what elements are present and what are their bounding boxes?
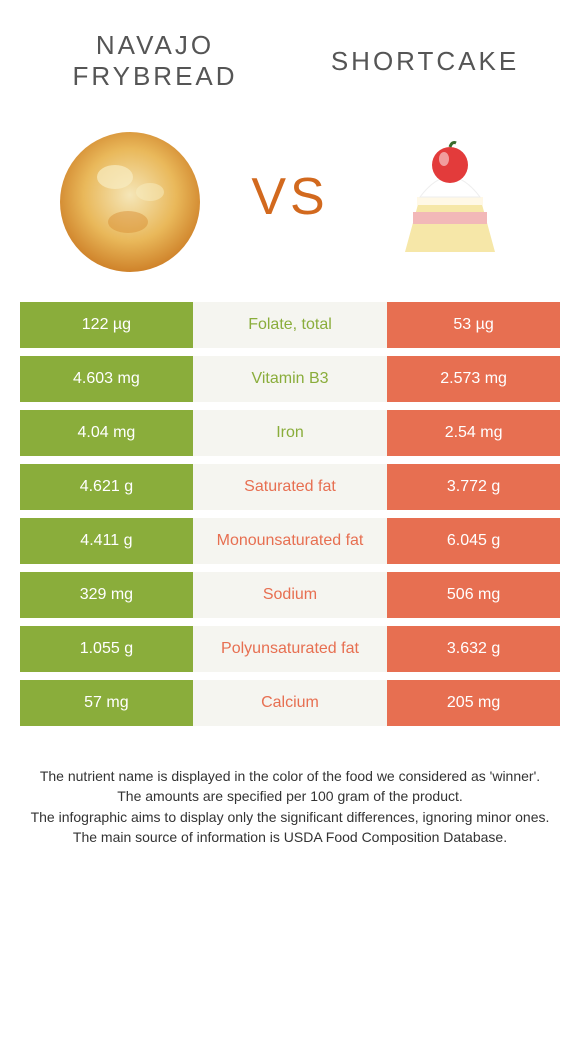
value-left: 329 mg: [20, 572, 193, 618]
value-right: 2.54 mg: [387, 410, 560, 456]
nutrient-name: Calcium: [193, 680, 387, 726]
value-left: 122 µg: [20, 302, 193, 348]
row-gap: [20, 402, 560, 410]
row-gap: [20, 456, 560, 464]
table-row: 1.055 gPolyunsaturated fat3.632 g: [20, 626, 560, 672]
title-left: NAVAJOFRYBREAD: [20, 30, 290, 92]
value-left: 4.411 g: [20, 518, 193, 564]
nutrient-name: Iron: [193, 410, 387, 456]
table-row: 4.621 gSaturated fat3.772 g: [20, 464, 560, 510]
row-gap: [20, 672, 560, 680]
table-row: 122 µgFolate, total53 µg: [20, 302, 560, 348]
footer-line: The main source of information is USDA F…: [30, 827, 550, 847]
nutrient-name: Saturated fat: [193, 464, 387, 510]
table-row: 4.411 gMonounsaturated fat6.045 g: [20, 518, 560, 564]
value-right: 6.045 g: [387, 518, 560, 564]
header: NAVAJOFRYBREAD SHORTCAKE: [20, 30, 560, 92]
images-row: VS: [20, 117, 560, 277]
value-left: 4.603 mg: [20, 356, 193, 402]
row-gap: [20, 348, 560, 356]
nutrient-name: Folate, total: [193, 302, 387, 348]
table-row: 329 mgSodium506 mg: [20, 572, 560, 618]
value-left: 4.04 mg: [20, 410, 193, 456]
footer-line: The amounts are specified per 100 gram o…: [30, 786, 550, 806]
footer-notes: The nutrient name is displayed in the co…: [20, 766, 560, 847]
value-right: 2.573 mg: [387, 356, 560, 402]
food-image-left: [50, 117, 210, 277]
vs-label: VS: [251, 167, 328, 227]
value-left: 4.621 g: [20, 464, 193, 510]
value-left: 1.055 g: [20, 626, 193, 672]
title-right: SHORTCAKE: [290, 46, 560, 77]
food-image-right: [370, 117, 530, 277]
nutrient-name: Monounsaturated fat: [193, 518, 387, 564]
row-gap: [20, 510, 560, 518]
value-left: 57 mg: [20, 680, 193, 726]
footer-line: The nutrient name is displayed in the co…: [30, 766, 550, 786]
nutrient-name: Polyunsaturated fat: [193, 626, 387, 672]
value-right: 506 mg: [387, 572, 560, 618]
nutrient-name: Sodium: [193, 572, 387, 618]
value-right: 205 mg: [387, 680, 560, 726]
row-gap: [20, 564, 560, 572]
row-gap: [20, 618, 560, 626]
nutrient-table: 122 µgFolate, total53 µg 4.603 mgVitamin …: [20, 302, 560, 726]
value-right: 3.632 g: [387, 626, 560, 672]
table-row: 4.04 mgIron2.54 mg: [20, 410, 560, 456]
value-right: 53 µg: [387, 302, 560, 348]
value-right: 3.772 g: [387, 464, 560, 510]
nutrient-name: Vitamin B3: [193, 356, 387, 402]
table-row: 57 mgCalcium205 mg: [20, 680, 560, 726]
footer-line: The infographic aims to display only the…: [30, 807, 550, 827]
table-row: 4.603 mgVitamin B32.573 mg: [20, 356, 560, 402]
